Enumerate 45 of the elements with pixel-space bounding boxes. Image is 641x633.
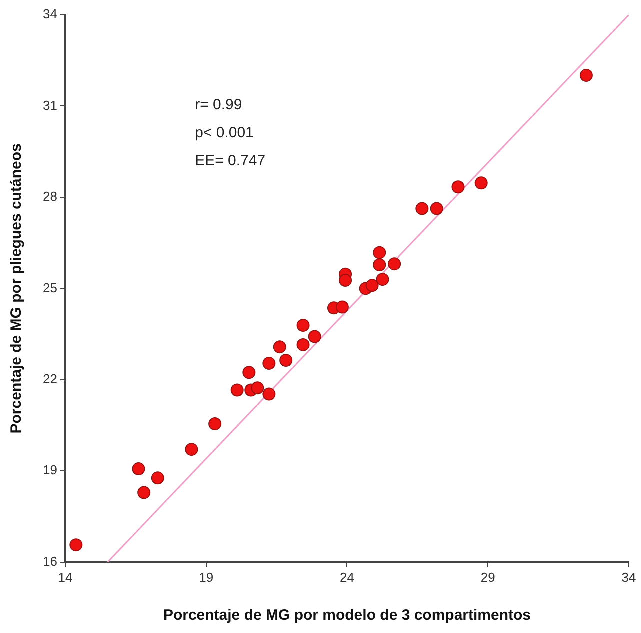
point [376,273,390,286]
y-tick-label: 28 [42,189,58,204]
point [185,443,198,456]
y-tick-label: 19 [42,462,58,478]
point [262,388,276,401]
point [242,366,256,380]
y-tick-label: 16 [42,554,58,569]
point [373,258,386,272]
point [339,274,352,287]
point [336,300,349,314]
y-axis-title: Porcentaje de MG por pliegues cutáneos [8,144,26,434]
point [296,338,310,352]
x-tick-label: 19 [199,570,214,585]
y-tick-label: 25 [42,280,58,296]
point [296,319,310,332]
x-tick-label: 24 [340,570,354,585]
x-tick-label: 29 [480,570,496,585]
point [366,279,379,292]
point [208,418,222,431]
point [230,384,244,397]
annotation: p< 0.001 [195,124,254,142]
point [138,486,151,500]
point [70,538,83,552]
point [251,382,264,395]
annotation: r= 0.99 [195,96,242,114]
point [132,462,146,476]
point [151,472,164,485]
point [452,180,465,194]
x-tick-label: 34 [622,570,636,585]
x-axis-title: Porcentaje de MG por modelo de 3 compartimentos [163,607,532,624]
annotation: EE= 0.747 [195,152,266,170]
y-tick-label: 31 [42,98,58,113]
point [262,357,276,370]
point [416,202,429,216]
point [280,354,293,367]
x-tick-label: 14 [58,570,73,585]
point [430,202,444,216]
point [388,258,402,271]
y-tick-label: 34 [42,6,58,22]
point [373,246,386,260]
point [308,330,322,344]
y-tick-label: 22 [42,372,58,387]
point [474,176,488,190]
point [273,340,286,354]
point [580,69,593,82]
